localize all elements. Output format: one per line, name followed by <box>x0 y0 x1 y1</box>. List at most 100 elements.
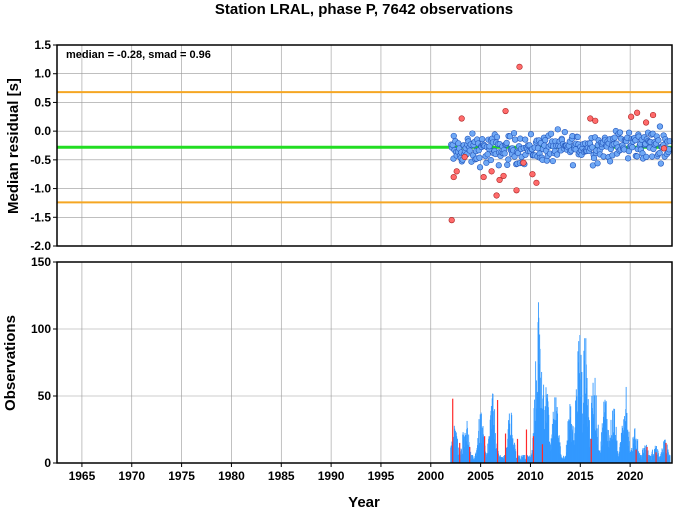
outlier-point <box>458 115 465 122</box>
residual-point <box>527 131 535 138</box>
outlier-point <box>634 109 641 116</box>
residual-frame <box>56 44 673 247</box>
residual-point <box>503 139 510 147</box>
residual-point <box>643 153 650 160</box>
residual-point <box>656 123 664 130</box>
residual-points <box>448 63 673 224</box>
year-tick-label: 2000 <box>417 469 444 483</box>
outlier-point <box>488 168 495 175</box>
observations-y-tick-label: 50 <box>38 389 52 403</box>
year-x-ticks: 1965 1970 1975 1980 1985 1990 1995 2000 2005 2010… <box>69 463 644 483</box>
year-tick-label: 2010 <box>517 469 544 483</box>
residual-point <box>483 159 490 166</box>
observation-bars <box>450 302 671 463</box>
residual-y-tick-label: -0.5 <box>30 153 51 167</box>
residual-point <box>624 155 632 162</box>
outlier-point <box>513 187 520 194</box>
residual-point <box>549 157 556 165</box>
outlier-point <box>496 176 503 184</box>
outlier-point <box>453 168 460 175</box>
residual-point <box>511 136 519 143</box>
residual-y-tick-label: 0.0 <box>34 124 51 138</box>
outlier-point <box>516 63 523 70</box>
year-tick-label: 1975 <box>168 469 195 483</box>
residual-y-tick-label: -1.0 <box>30 182 51 196</box>
outlier-point <box>480 173 487 181</box>
outlier-point <box>450 173 457 181</box>
residual-y-tick-label: 1.0 <box>34 67 51 81</box>
residual-y-ticks: 1.5 1.0 0.5 0.0 -0.5 -1.0 -1.5 -2.0 <box>30 38 57 253</box>
year-tick-label: 1980 <box>218 469 245 483</box>
residual-point <box>450 132 457 140</box>
residual-point <box>589 144 596 151</box>
outlier-point <box>642 119 650 126</box>
residual-point <box>649 153 656 160</box>
outlier-point <box>529 171 536 178</box>
residual-point <box>656 149 663 157</box>
outlier-point <box>587 115 594 122</box>
residual-point <box>505 156 512 163</box>
residual-point <box>506 133 513 140</box>
residual-y-tick-label: 1.5 <box>34 38 51 52</box>
residual-point <box>657 160 664 167</box>
residual-y-tick-label: -1.5 <box>30 210 51 224</box>
year-tick-label: 2015 <box>567 469 594 483</box>
residual-point <box>493 133 501 141</box>
outlier-point <box>649 111 657 119</box>
observations-y-ticks: 0 50 100 150 <box>31 255 57 470</box>
residual-point <box>476 154 483 161</box>
residual-point <box>616 129 624 136</box>
year-tick-label: 1990 <box>318 469 345 483</box>
residual-point <box>569 162 577 169</box>
outlier-point <box>628 113 635 120</box>
observations-y-tick-label: 100 <box>31 322 51 336</box>
residual-point <box>476 164 484 171</box>
year-tick-label: 1970 <box>118 469 145 483</box>
observations-y-tick-label: 150 <box>31 255 51 269</box>
stats-annotation: median = -0.28, smad = 0.96 <box>66 49 211 61</box>
year-tick-label: 1985 <box>268 469 295 483</box>
residual-point <box>629 144 636 151</box>
residual-point <box>479 136 486 143</box>
year-tick-label: 1965 <box>69 469 96 483</box>
residual-point <box>574 133 581 141</box>
residual-y-axis-label: Median residual [s] <box>5 78 22 214</box>
x-axis-label: Year <box>348 494 380 511</box>
observations-y-axis-label: Observations <box>2 315 19 411</box>
residual-point <box>547 130 555 137</box>
residual-point <box>561 129 568 136</box>
outlier-point <box>533 179 540 186</box>
outlier-point <box>502 107 509 115</box>
residual-point <box>606 158 614 165</box>
residual-point <box>542 137 549 144</box>
residual-panel: median = -0.28, smad = 0.96 1.5 1.0 0.5 0.0… <box>5 38 673 253</box>
residual-y-tick-label: -2.0 <box>30 239 51 253</box>
residual-point <box>625 129 633 136</box>
residual-point <box>466 147 473 154</box>
residual-point <box>611 134 618 141</box>
residual-point <box>510 130 518 137</box>
residual-y-tick-label: 0.5 <box>34 95 51 109</box>
outlier-point <box>461 153 468 161</box>
outlier-point <box>592 117 599 124</box>
residual-point <box>495 162 502 169</box>
residual-point <box>486 143 493 150</box>
residual-point <box>504 161 511 168</box>
year-tick-label: 2020 <box>617 469 644 483</box>
observations-panel: 0 50 100 150 1965 1970 1975 1980 1985 1990 1995 20… <box>2 255 673 511</box>
year-tick-label: 1995 <box>368 469 395 483</box>
observations-frame <box>56 261 673 464</box>
outlier-point <box>520 159 527 166</box>
chart-title: Station LRAL, phase P, 7642 observations <box>215 1 513 18</box>
residual-point <box>633 153 641 160</box>
residual-point <box>553 151 561 158</box>
residual-point <box>501 150 508 157</box>
residual-point <box>487 156 494 164</box>
residual-point <box>469 130 476 137</box>
outlier-point <box>493 192 500 199</box>
observations-y-tick-label: 0 <box>44 456 51 470</box>
outlier-point <box>660 145 668 152</box>
residual-point <box>455 140 462 147</box>
year-tick-label: 2005 <box>467 469 494 483</box>
